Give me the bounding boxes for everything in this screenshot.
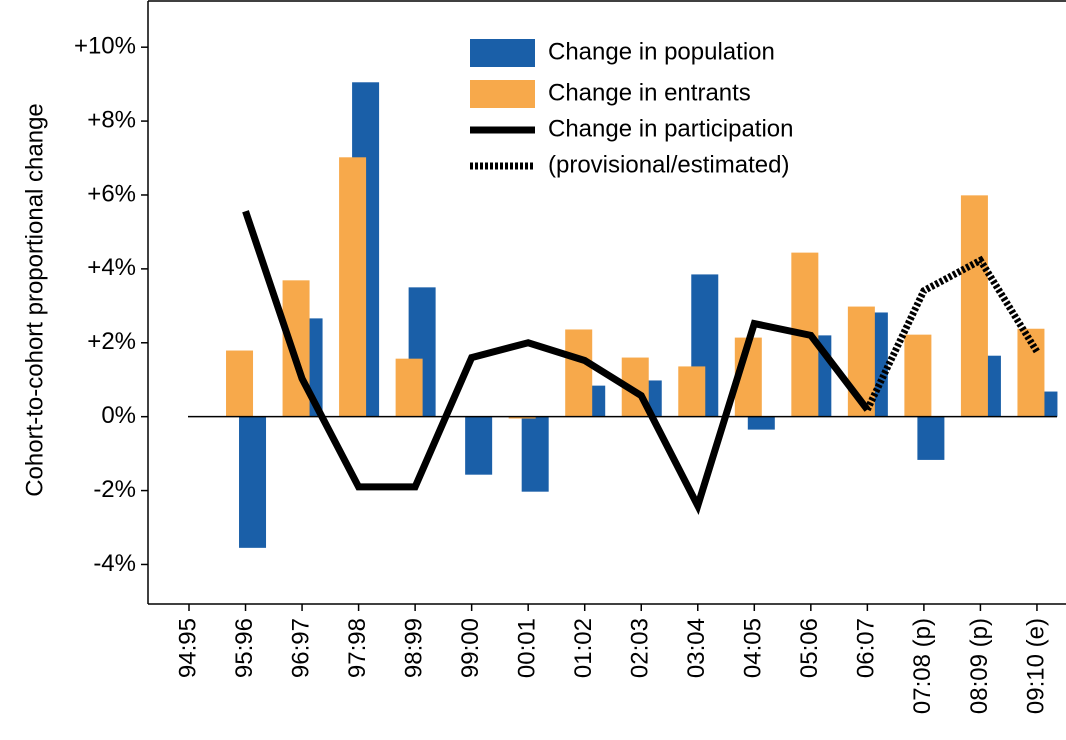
bar [678, 366, 706, 417]
x-tick-label: 08:09 (p) [966, 618, 993, 714]
x-tick-label: 98:99 [400, 618, 427, 678]
y-tick-label: 0% [101, 402, 136, 429]
bar [1017, 328, 1045, 417]
bar [917, 416, 945, 460]
x-tick-label: 97:98 [344, 618, 371, 678]
legend-label: Change in population [548, 38, 775, 65]
x-tick-label: 94:95 [174, 618, 201, 678]
bar [960, 195, 988, 417]
bar [339, 157, 367, 417]
bar [282, 280, 310, 417]
x-tick-label: 02:03 [627, 618, 654, 678]
x-tick-label: 06:07 [853, 618, 880, 678]
y-tick-label: +4% [87, 254, 136, 281]
bar [395, 358, 423, 417]
bar [508, 416, 536, 419]
y-axis-label: Cohort-to-cohort proportional change [21, 103, 48, 497]
legend-label: (provisional/estimated) [548, 151, 789, 178]
x-tick-label: 99:00 [457, 618, 484, 678]
bar [239, 416, 267, 548]
x-tick-label: 96:97 [287, 618, 314, 678]
x-tick-label: 00:01 [514, 618, 541, 678]
y-tick-label: -4% [93, 550, 136, 577]
x-tick-label: 05:06 [796, 618, 823, 678]
x-tick-label: 09:10 (e) [1022, 618, 1049, 714]
legend-swatch [470, 39, 535, 67]
legend-label: Change in participation [548, 115, 794, 142]
y-tick-label: +2% [87, 328, 136, 355]
line [864, 255, 1040, 412]
x-tick-label: 01:02 [570, 618, 597, 678]
bar [521, 416, 549, 492]
x-tick-label: 95:96 [231, 618, 258, 678]
y-tick-label: +8% [87, 106, 136, 133]
y-tick-label: +10% [74, 33, 136, 60]
y-tick-label: +6% [87, 180, 136, 207]
bar [565, 329, 593, 417]
line [242, 210, 871, 515]
y-tick-label: -2% [93, 476, 136, 503]
legend-label: Change in entrants [548, 79, 751, 106]
bar [226, 350, 254, 417]
legend-swatch [470, 80, 535, 108]
bar [904, 334, 932, 417]
x-tick-label: 03:04 [683, 618, 710, 678]
x-tick-label: 04:05 [740, 618, 767, 678]
bar [747, 416, 775, 430]
x-tick-label: 07:08 (p) [909, 618, 936, 714]
bar [465, 416, 493, 475]
